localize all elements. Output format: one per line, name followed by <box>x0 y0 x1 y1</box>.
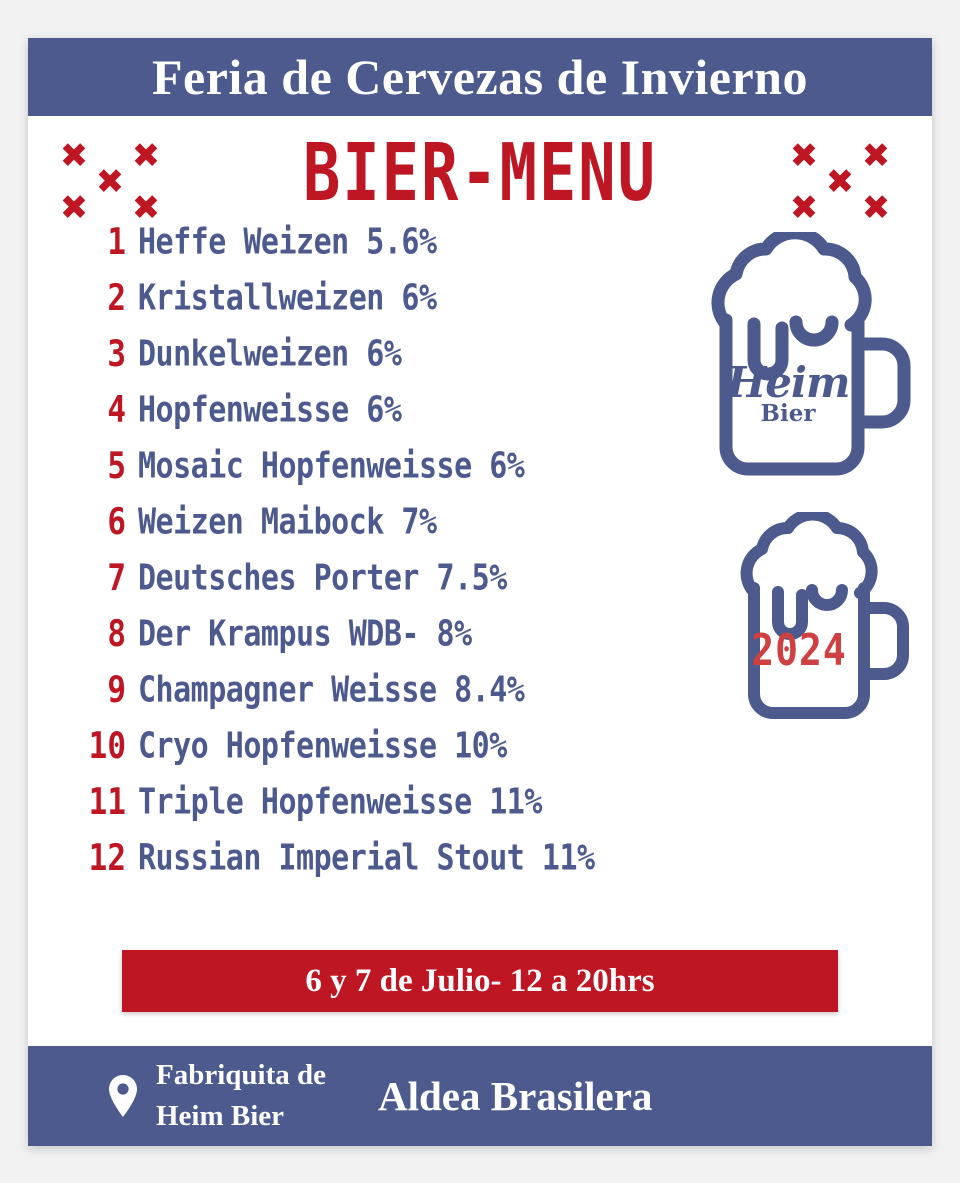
list-item-label: Russian Imperial Stout 11% <box>138 837 595 880</box>
list-item-number: 3 <box>107 332 126 376</box>
venue-line-2: Heim Bier <box>156 1100 285 1132</box>
list-item-number: 4 <box>107 388 126 432</box>
menu-title: BIER-MENU <box>303 126 657 220</box>
list-item-number: 8 <box>107 612 126 656</box>
list-item-label: Hopfenweisse 6% <box>138 389 402 432</box>
list-item-label: Heffe Weizen 5.6% <box>138 221 437 264</box>
list-item: 9 Champagner Weisse 8.4% <box>64 668 704 728</box>
list-item-number: 1 <box>107 220 126 264</box>
list-item: 5 Mosaic Hopfenweisse 6% <box>64 444 704 504</box>
list-item-number: 7 <box>107 556 126 600</box>
x-mark-icon: ✖ <box>789 136 819 176</box>
list-item: 7 Deutsches Porter 7.5% <box>64 556 704 616</box>
x-mark-icon: ✖ <box>825 162 855 202</box>
beer-mug-logo-icon: Heim Bier <box>696 232 914 492</box>
venue-name: Fabriquita de Heim Bier <box>156 1055 326 1137</box>
x-mark-icon: ✖ <box>59 136 89 176</box>
list-item: 2 Kristallweizen 6% <box>64 276 704 336</box>
list-item: 6 Weizen Maibock 7% <box>64 500 704 560</box>
beer-mug-year-icon: 2024 <box>728 512 910 734</box>
date-text: 6 y 7 de Julio- 12 a 20hrs <box>305 962 655 999</box>
list-item-number: 2 <box>107 276 126 320</box>
list-item-number: 10 <box>88 724 126 768</box>
list-item-label: Cryo Hopfenweisse 10% <box>138 725 507 768</box>
location-pin-icon <box>108 1074 138 1118</box>
header-bar: Feria de Cervezas de Invierno <box>28 38 932 116</box>
list-item-label: Weizen Maibock 7% <box>138 501 437 544</box>
menu-title-row: ✖ ✖ ✖ ✖ ✖ BIER-MENU ✖ ✖ ✖ ✖ ✖ <box>28 116 932 226</box>
list-item: 3 Dunkelweizen 6% <box>64 332 704 392</box>
list-item-label: Kristallweizen 6% <box>138 277 437 320</box>
x-mark-icon: ✖ <box>789 188 819 228</box>
list-item: 1 Heffe Weizen 5.6% <box>64 220 704 280</box>
list-item-number: 6 <box>107 500 126 544</box>
list-item-label: Triple Hopfenweisse 11% <box>138 781 542 824</box>
x-mark-icon: ✖ <box>59 188 89 228</box>
x-marks-cluster-left-icon: ✖ ✖ ✖ ✖ ✖ <box>56 138 174 226</box>
list-item: 4 Hopfenweisse 6% <box>64 388 704 448</box>
beer-list: 1 Heffe Weizen 5.6% 2 Kristallweizen 6% … <box>64 220 704 896</box>
x-mark-icon: ✖ <box>861 136 891 176</box>
list-item: 12 Russian Imperial Stout 11% <box>64 836 704 896</box>
venue-line-1: Fabriquita de <box>156 1058 326 1091</box>
x-mark-icon: ✖ <box>131 136 161 176</box>
footer-bar: Fabriquita de Heim Bier Aldea Brasilera <box>28 1046 932 1146</box>
date-banner: 6 y 7 de Julio- 12 a 20hrs <box>122 950 838 1012</box>
list-item-number: 5 <box>107 444 126 488</box>
list-item-label: Dunkelweizen 6% <box>138 333 402 376</box>
x-mark-icon: ✖ <box>95 162 125 202</box>
menu-body: 1 Heffe Weizen 5.6% 2 Kristallweizen 6% … <box>28 220 932 1024</box>
list-item-label: Deutsches Porter 7.5% <box>138 557 507 600</box>
city-name: Aldea Brasilera <box>378 1073 653 1119</box>
list-item-label: Champagner Weisse 8.4% <box>138 669 525 712</box>
list-item: 11 Triple Hopfenweisse 11% <box>64 780 704 840</box>
list-item-label: Der Krampus WDB- 8% <box>138 613 472 656</box>
x-mark-icon: ✖ <box>131 188 161 228</box>
page-title: Feria de Cervezas de Invierno <box>151 49 808 105</box>
poster-card: Feria de Cervezas de Invierno ✖ ✖ ✖ ✖ ✖ … <box>28 38 932 1146</box>
list-item-number: 9 <box>107 668 126 712</box>
x-mark-icon: ✖ <box>861 188 891 228</box>
list-item-number: 12 <box>88 836 126 880</box>
list-item: 10 Cryo Hopfenweisse 10% <box>64 724 704 784</box>
x-marks-cluster-right-icon: ✖ ✖ ✖ ✖ ✖ <box>786 138 904 226</box>
list-item: 8 Der Krampus WDB- 8% <box>64 612 704 672</box>
list-item-number: 11 <box>88 780 126 824</box>
list-item-label: Mosaic Hopfenweisse 6% <box>138 445 525 488</box>
